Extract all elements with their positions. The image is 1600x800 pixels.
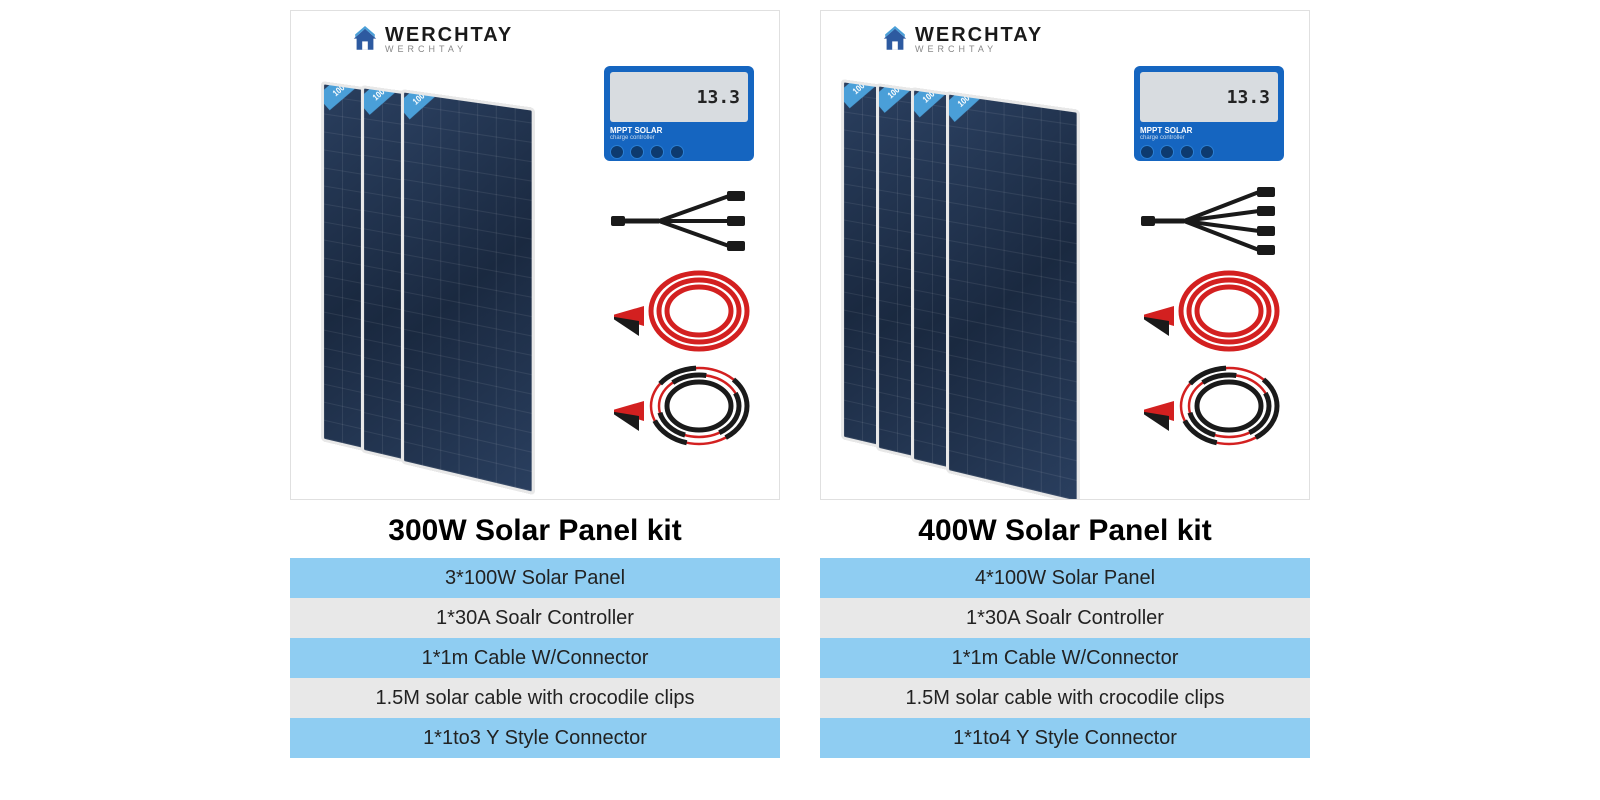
spec-row: 1*1to3 Y Style Connector [290,718,780,758]
controller-display: 13.3 [610,72,748,122]
panel-wattage-tag: 100W [321,81,365,110]
product-image-300w: WERCHTAY WERCHTAY 100W 100W 100W 13.3 MP… [290,10,780,500]
product-title: 300W Solar Panel kit [290,514,780,548]
black-cable-icon [614,361,754,451]
product-image-400w: WERCHTAY WERCHTAY 100W 100W 100W 100W 13… [820,10,1310,500]
product-card-300w: WERCHTAY WERCHTAY 100W 100W 100W 13.3 MP… [290,10,780,790]
controller-sublabel: charge controller [610,135,748,141]
brand-logo: WERCHTAY WERCHTAY [881,25,1043,54]
solar-panels-group: 100W 100W 100W [321,61,621,481]
y-connector-icon [609,186,749,256]
spec-row: 1*1to4 Y Style Connector [820,718,1310,758]
controller-label: MPPT SOLAR [1140,126,1278,135]
brand-name: WERCHTAY [385,25,513,45]
controller-sublabel: charge controller [1140,135,1278,141]
spec-row: 1*1m Cable W/Connector [820,638,1310,678]
y-connector-icon [1139,186,1279,256]
spec-row: 3*100W Solar Panel [290,558,780,598]
red-cable-icon [1144,266,1284,356]
controller-buttons [1140,145,1278,159]
solar-controller: 13.3 MPPT SOLAR charge controller [1134,66,1284,161]
solar-panels-group: 100W 100W 100W 100W [851,61,1151,481]
house-logo-icon [881,26,909,54]
controller-display: 13.3 [1140,72,1278,122]
spec-row: 1.5M solar cable with crocodile clips [820,678,1310,718]
panel-wattage-tag: 100W [361,85,405,115]
spec-row: 1*1m Cable W/Connector [290,638,780,678]
product-card-400w: WERCHTAY WERCHTAY 100W 100W 100W 100W 13… [820,10,1310,790]
spec-list: 4*100W Solar Panel 1*30A Soalr Controlle… [820,558,1310,758]
controller-label: MPPT SOLAR [610,126,748,135]
house-logo-icon [351,26,379,54]
brand-logo: WERCHTAY WERCHTAY [351,25,513,54]
brand-tagline: WERCHTAY [915,45,1043,54]
product-title: 400W Solar Panel kit [820,514,1310,548]
red-cable-icon [614,266,754,356]
panel-wattage-tag: 100W [401,89,445,119]
black-cable-icon [1144,361,1284,451]
spec-list: 3*100W Solar Panel 1*30A Soalr Controlle… [290,558,780,758]
brand-name: WERCHTAY [915,25,1043,45]
solar-controller: 13.3 MPPT SOLAR charge controller [604,66,754,161]
spec-row: 4*100W Solar Panel [820,558,1310,598]
spec-row: 1*30A Soalr Controller [290,598,780,638]
controller-buttons [610,145,748,159]
spec-row: 1.5M solar cable with crocodile clips [290,678,780,718]
brand-tagline: WERCHTAY [385,45,513,54]
panel-wattage-tag: 100W [946,91,990,122]
spec-row: 1*30A Soalr Controller [820,598,1310,638]
